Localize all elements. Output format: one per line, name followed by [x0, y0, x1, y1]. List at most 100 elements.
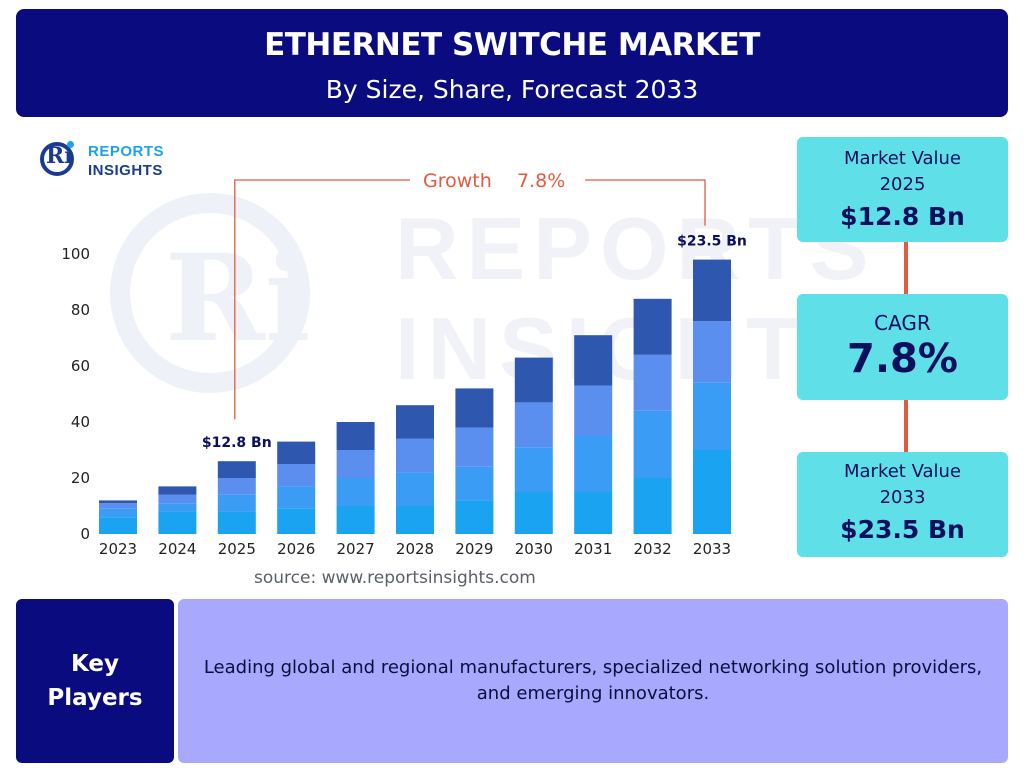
y-tick-label: 100 — [61, 245, 90, 263]
bar-segment — [396, 405, 434, 439]
x-tick-label: 2033 — [693, 540, 731, 558]
bar-segment — [396, 506, 434, 534]
kpi-label: Market Value — [843, 461, 962, 482]
bar-segment — [455, 427, 494, 467]
y-tick-label: 0 — [80, 525, 90, 543]
kpi-cagr: CAGR 7.8% — [797, 294, 1008, 400]
bar-segment — [396, 438, 434, 473]
kpi-value: $23.5 Bn — [840, 515, 965, 544]
bar-segment — [455, 500, 494, 534]
bar-segment — [693, 259, 731, 322]
bar-segment — [574, 492, 613, 534]
x-tick-label: 2024 — [158, 540, 196, 558]
bar-segment — [336, 422, 375, 450]
bar-segment — [99, 517, 137, 534]
bars — [99, 259, 731, 534]
key-players-heading-line2: Players — [47, 685, 143, 711]
bar-segment — [693, 382, 731, 450]
value-annotation: $12.8 Bn — [202, 435, 272, 451]
x-tick-label: 2032 — [634, 540, 672, 558]
y-tick-label: 80 — [71, 301, 90, 319]
bar-segment — [574, 436, 613, 492]
logo-line1: REPORTS — [88, 143, 165, 160]
growth-annotation: Growth 7.8% — [234, 170, 706, 420]
bar-segment — [277, 441, 316, 464]
page-subtitle: By Size, Share, Forecast 2033 — [325, 75, 699, 104]
bar-segment — [277, 486, 316, 509]
growth-bracket-right — [585, 179, 706, 226]
kpi-label-year: 2033 — [879, 487, 926, 508]
market-bar-chart: Growth 7.8% 0 20 40 60 80 100 2023 2024 2025 2026… — [61, 170, 747, 558]
x-tick-label: 2026 — [277, 540, 315, 558]
y-axis: 0 20 40 60 80 100 — [61, 245, 90, 543]
key-players-heading: Key Players — [16, 599, 174, 763]
bar-segment — [336, 478, 375, 506]
x-tick-label: 2030 — [515, 540, 553, 558]
bar-segment — [158, 503, 197, 512]
page-title: ETHERNET SWITCHE MARKET — [264, 27, 760, 63]
logo-line2: INSIGHTS — [88, 162, 163, 179]
bar-segment — [336, 506, 375, 534]
bar-segment — [158, 486, 197, 495]
bar-segment — [158, 494, 197, 504]
growth-label: Growth — [423, 170, 492, 192]
value-annotations: $12.8 Bn $23.5 Bn — [202, 234, 747, 452]
logo-dot-icon — [67, 141, 74, 148]
brand-logo: Ri REPORTS INSIGHTS — [40, 141, 190, 187]
x-tick-label: 2023 — [99, 540, 137, 558]
kpi-value: 7.8% — [847, 336, 958, 382]
kpi-value: $12.8 Bn — [840, 202, 965, 231]
bar-segment — [633, 478, 672, 534]
key-players-text: Leading global and regional manufacturer… — [203, 657, 983, 704]
bar-segment — [277, 464, 316, 487]
kpi-label: CAGR — [874, 311, 931, 335]
bar-segment — [455, 388, 494, 428]
bar-segment — [217, 511, 256, 534]
bar-segment — [99, 500, 137, 504]
bar-segment — [574, 335, 613, 386]
bar-segment — [693, 321, 731, 383]
bar-segment — [217, 478, 256, 495]
x-tick-label: 2027 — [337, 540, 375, 558]
kpi-label: Market Value — [843, 148, 962, 169]
kpi-connector — [904, 400, 908, 452]
key-players-heading-line1: Key — [70, 651, 119, 677]
growth-bracket-left — [234, 179, 410, 420]
bar-segment — [633, 410, 672, 478]
bar-segment — [514, 357, 553, 403]
bar-segment — [693, 450, 731, 534]
kpi-market-value-2033: Market Value 2033 $23.5 Bn — [797, 452, 1008, 557]
kpi-connector — [904, 242, 908, 294]
logo-ring-icon — [40, 142, 74, 176]
y-tick-label: 40 — [71, 413, 90, 431]
bar-segment — [455, 466, 494, 501]
bar-segment — [514, 402, 553, 448]
growth-value: 7.8% — [517, 170, 565, 192]
y-tick-label: 20 — [71, 469, 90, 487]
x-tick-label: 2025 — [218, 540, 256, 558]
bar-segment — [217, 494, 256, 512]
bar-segment — [514, 447, 553, 492]
kpi-label-year: 2025 — [879, 174, 926, 195]
x-axis: 2023 2024 2025 2026 2027 2028 2029 2030 2031 2032… — [99, 540, 731, 558]
x-tick-label: 2029 — [455, 540, 493, 558]
bar-segment — [99, 503, 137, 509]
bar-segment — [99, 508, 137, 518]
source-note: source: www.reportsinsights.com — [254, 568, 536, 588]
bar-segment — [633, 354, 672, 411]
key-players-description: Leading global and regional manufacturer… — [178, 599, 1008, 763]
bar-segment — [158, 511, 197, 534]
kpi-market-value-2025: Market Value 2025 $12.8 Bn — [797, 137, 1008, 242]
bar-segment — [574, 385, 613, 436]
bar-segment — [514, 492, 553, 534]
x-tick-label: 2031 — [574, 540, 612, 558]
bar-segment — [336, 450, 375, 478]
bar-segment — [217, 461, 256, 478]
value-annotation: $23.5 Bn — [677, 234, 747, 250]
bar-segment — [396, 472, 434, 506]
bar-segment — [633, 298, 672, 355]
header-banner: ETHERNET SWITCHE MARKET By Size, Share, … — [16, 9, 1008, 117]
x-tick-label: 2028 — [396, 540, 434, 558]
bar-segment — [277, 508, 316, 534]
y-tick-label: 60 — [71, 357, 90, 375]
